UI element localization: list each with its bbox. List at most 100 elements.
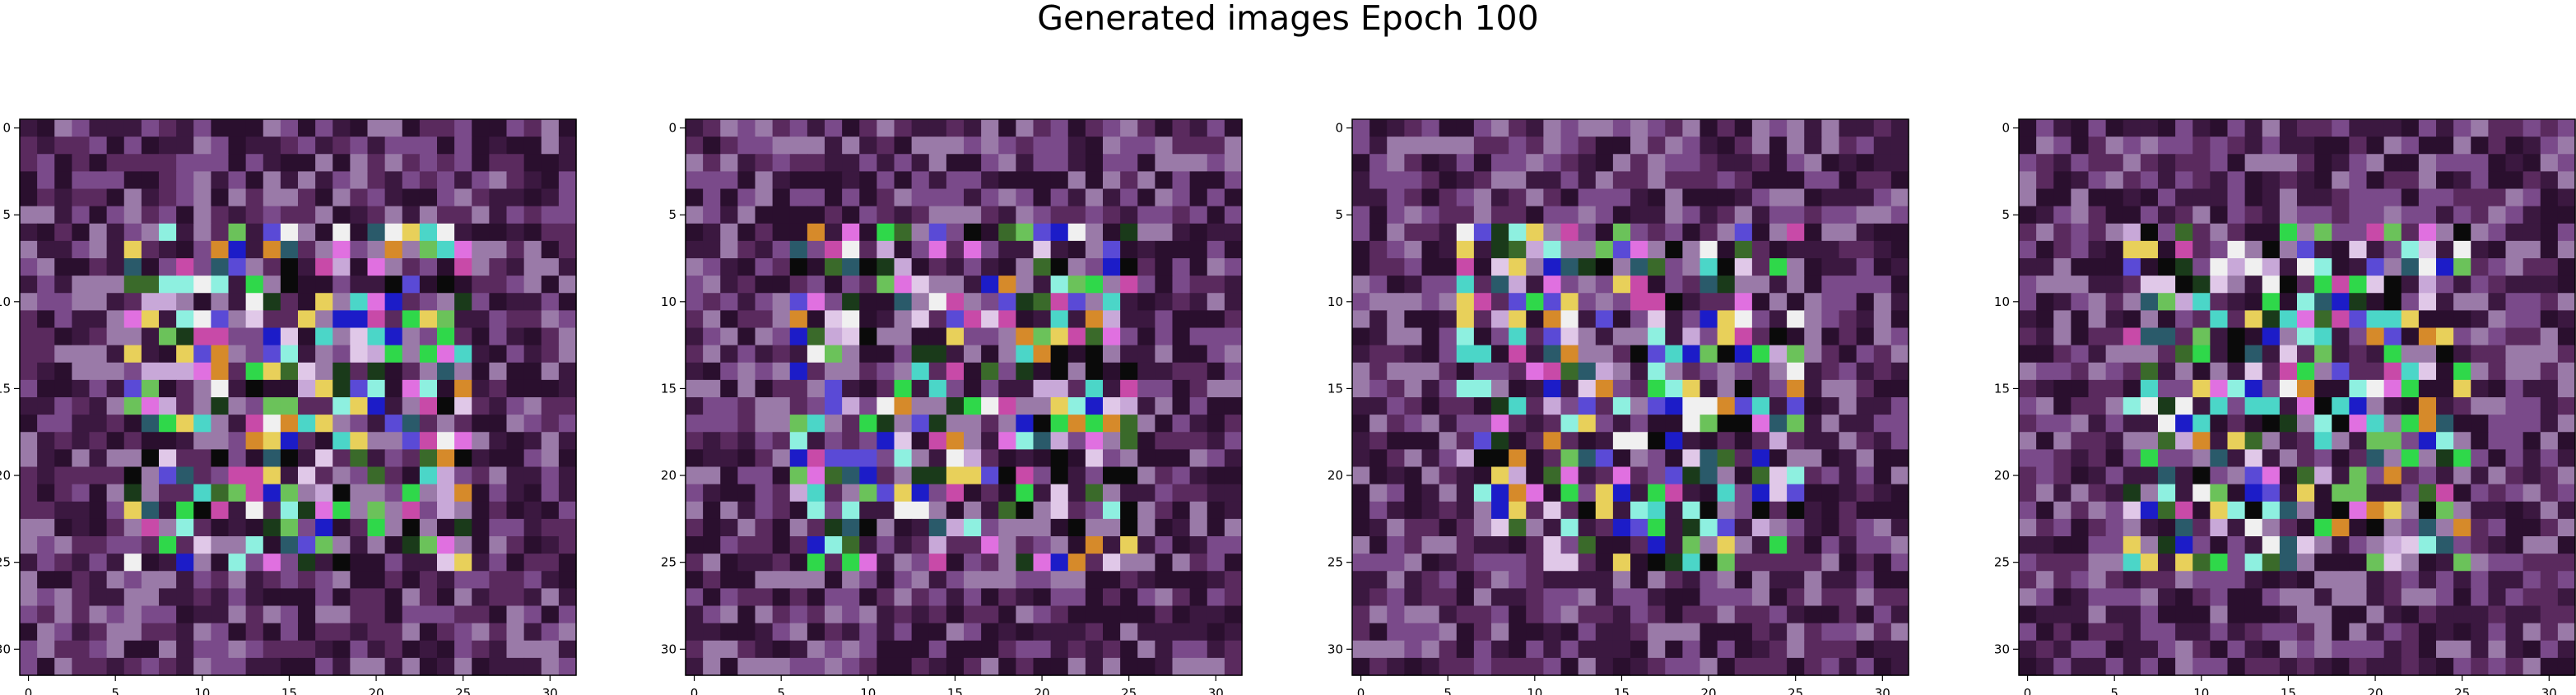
pixel (789, 605, 808, 624)
pixel (703, 466, 721, 485)
pixel (1172, 310, 1191, 329)
pixel (737, 345, 756, 364)
pixel (911, 379, 930, 398)
pixel (176, 258, 194, 276)
pixel (1085, 137, 1104, 155)
pixel (1456, 657, 1475, 676)
pixel (2523, 276, 2541, 294)
pixel (2488, 223, 2507, 242)
pixel (1612, 154, 1631, 172)
pixel (211, 536, 230, 554)
pixel (894, 188, 913, 207)
pixel (211, 240, 230, 259)
pixel (141, 623, 160, 642)
pixel (2019, 623, 2037, 642)
pixel (37, 640, 55, 659)
pixel (437, 154, 455, 172)
pixel (1172, 327, 1191, 346)
pixel (472, 484, 490, 503)
pixel (245, 640, 264, 659)
pixel (2471, 327, 2489, 346)
pixel (1700, 206, 1718, 225)
pixel (1189, 640, 1208, 659)
pixel (755, 327, 774, 346)
pixel (1067, 640, 1086, 659)
pixel (1033, 640, 1052, 659)
pixel (2505, 640, 2524, 659)
pixel (1856, 276, 1875, 294)
pixel (981, 206, 999, 225)
pixel (2540, 657, 2559, 676)
pixel (2019, 484, 2037, 503)
pixel (37, 605, 55, 624)
pixel (1734, 536, 1753, 554)
pixel (2418, 240, 2437, 259)
pixel (1050, 657, 1069, 676)
pixel (772, 240, 791, 259)
pixel (1421, 276, 1440, 294)
pixel (523, 466, 542, 485)
pixel (1665, 206, 1683, 225)
pixel (928, 554, 947, 572)
pixel (2453, 188, 2471, 207)
pixel (1612, 137, 1631, 155)
pixel (1085, 379, 1104, 398)
pixel (159, 501, 177, 520)
pixel (454, 345, 472, 364)
pixel (159, 345, 177, 364)
pixel (1700, 432, 1718, 450)
pixel (1665, 432, 1683, 450)
pixel (350, 501, 369, 520)
pixel (720, 623, 738, 642)
pixel (193, 415, 212, 433)
pixel (1137, 623, 1155, 642)
pixel (894, 345, 913, 364)
pixel (211, 119, 230, 137)
pixel (315, 240, 333, 259)
pixel (1456, 188, 1475, 207)
pixel (20, 188, 38, 207)
pixel (472, 154, 490, 172)
pixel (211, 415, 230, 433)
pixel (2175, 449, 2193, 468)
pixel (20, 605, 38, 624)
pixel (1352, 518, 1370, 537)
pixel (245, 432, 264, 450)
pixel (894, 293, 913, 311)
pixel (245, 137, 264, 155)
pixel (1543, 119, 1562, 137)
pixel (1578, 293, 1597, 311)
pixel (72, 327, 91, 346)
pixel (437, 188, 455, 207)
pixel (2071, 310, 2090, 329)
pixel (558, 518, 577, 537)
pixel (280, 554, 299, 572)
pixel (1543, 484, 1562, 503)
pixel (772, 154, 791, 172)
pixel (1856, 501, 1875, 520)
pixel (737, 571, 756, 589)
pixel (1033, 379, 1052, 398)
pixel (211, 501, 230, 520)
pixel (842, 466, 860, 485)
pixel (89, 310, 108, 329)
pixel (2140, 432, 2159, 450)
pixel (1491, 623, 1509, 642)
pixel (2244, 188, 2263, 207)
pixel (1839, 397, 1858, 415)
pixel (1369, 276, 1388, 294)
pixel (454, 484, 472, 503)
pixel (789, 466, 808, 485)
pixel (2436, 554, 2454, 572)
pixel (825, 240, 843, 259)
pixel (454, 571, 472, 589)
pixel (686, 640, 704, 659)
pixel (1172, 640, 1191, 659)
pixel (1404, 571, 1423, 589)
pixel (1856, 415, 1875, 433)
pixel (842, 432, 860, 450)
pixel (1369, 345, 1388, 364)
pixel (1404, 640, 1423, 659)
pixel (1751, 206, 1770, 225)
pixel (2158, 327, 2176, 346)
